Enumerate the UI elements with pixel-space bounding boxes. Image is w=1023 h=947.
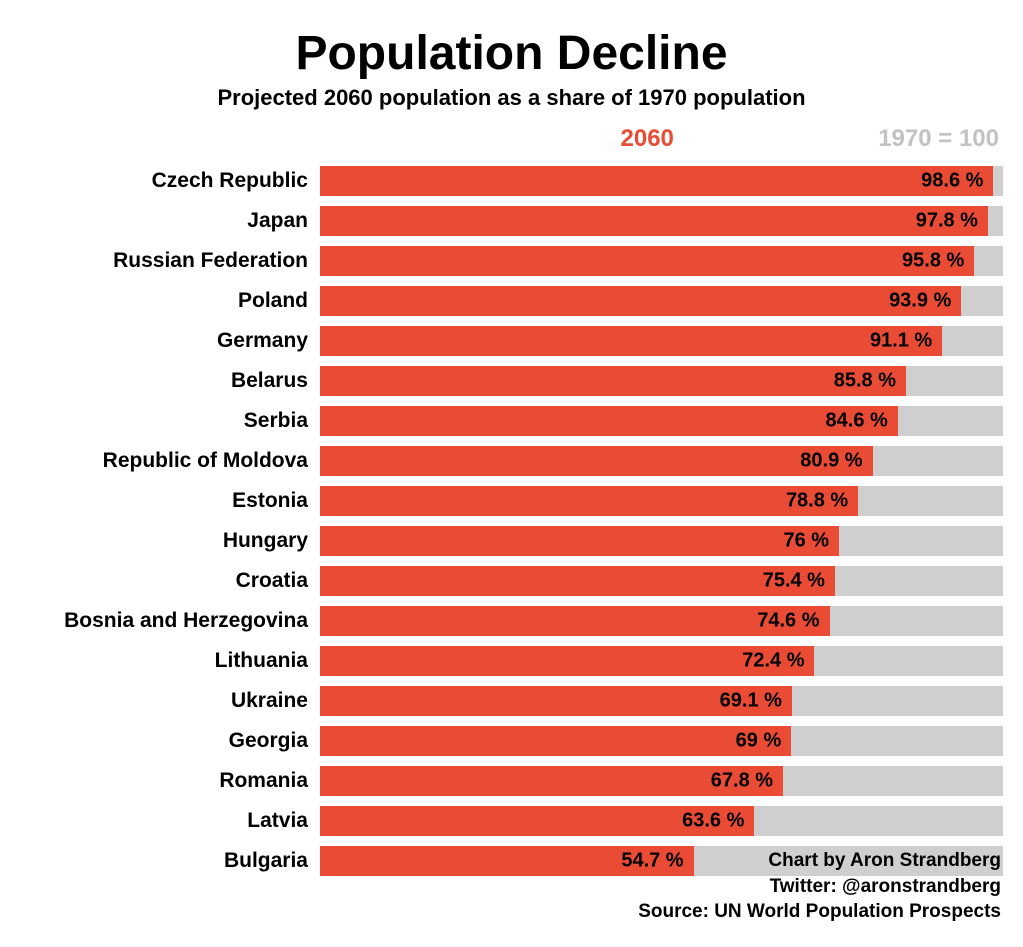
bar-value-label: 74.6 % bbox=[320, 610, 830, 633]
bar-value-label: 69 % bbox=[320, 730, 791, 753]
chart-subtitle: Projected 2060 population as a share of … bbox=[20, 85, 1003, 111]
bar-track: 84.6 % bbox=[320, 406, 1003, 436]
bar-track: 72.4 % bbox=[320, 646, 1003, 676]
bar-value-label: 69.1 % bbox=[320, 690, 792, 713]
row-label: Poland bbox=[20, 289, 320, 313]
bar-value-label: 75.4 % bbox=[320, 570, 835, 593]
bar-track: 74.6 % bbox=[320, 606, 1003, 636]
bar-value-label: 85.8 % bbox=[320, 370, 906, 393]
bar-value-label: 91.1 % bbox=[320, 330, 942, 353]
bar-track: 97.8 % bbox=[320, 206, 1003, 236]
credits-twitter: Twitter: @aronstrandberg bbox=[638, 874, 1001, 900]
bar-track: 69.1 % bbox=[320, 686, 1003, 716]
row-label: Estonia bbox=[20, 489, 320, 513]
bar-value-label: 72.4 % bbox=[320, 650, 814, 673]
row-label: Romania bbox=[20, 769, 320, 793]
legend-background-label: 1970 = 100 bbox=[878, 125, 999, 153]
bar-value-label: 67.8 % bbox=[320, 770, 783, 793]
row-label: Croatia bbox=[20, 569, 320, 593]
chart-row: Latvia63.6 % bbox=[20, 801, 1003, 841]
chart-title: Population Decline bbox=[20, 26, 1003, 81]
chart-row: Republic of Moldova80.9 % bbox=[20, 441, 1003, 481]
bar-track: 78.8 % bbox=[320, 486, 1003, 516]
bar-value-label: 93.9 % bbox=[320, 290, 961, 313]
bar-value-label: 95.8 % bbox=[320, 250, 974, 273]
row-label: Georgia bbox=[20, 729, 320, 753]
legend-row: 2060 1970 = 100 bbox=[20, 125, 1003, 155]
bar-chart: Czech Republic98.6 %Japan97.8 %Russian F… bbox=[20, 161, 1003, 881]
bar-track: 80.9 % bbox=[320, 446, 1003, 476]
credits-block: Chart by Aron Strandberg Twitter: @arons… bbox=[638, 848, 1001, 925]
row-label: Bosnia and Herzegovina bbox=[20, 609, 320, 633]
chart-row: Czech Republic98.6 % bbox=[20, 161, 1003, 201]
bar-track: 85.8 % bbox=[320, 366, 1003, 396]
row-label: Hungary bbox=[20, 529, 320, 553]
row-label: Bulgaria bbox=[20, 849, 320, 873]
chart-row: Georgia69 % bbox=[20, 721, 1003, 761]
bar-track: 98.6 % bbox=[320, 166, 1003, 196]
row-label: Belarus bbox=[20, 369, 320, 393]
chart-row: Serbia84.6 % bbox=[20, 401, 1003, 441]
bar-value-label: 97.8 % bbox=[320, 210, 988, 233]
row-label: Republic of Moldova bbox=[20, 449, 320, 473]
bar-track: 63.6 % bbox=[320, 806, 1003, 836]
chart-row: Ukraine69.1 % bbox=[20, 681, 1003, 721]
chart-container: Population Decline Projected 2060 popula… bbox=[0, 0, 1023, 881]
bar-value-label: 78.8 % bbox=[320, 490, 858, 513]
chart-row: Russian Federation95.8 % bbox=[20, 241, 1003, 281]
bar-value-label: 84.6 % bbox=[320, 410, 898, 433]
row-label: Latvia bbox=[20, 809, 320, 833]
chart-row: Japan97.8 % bbox=[20, 201, 1003, 241]
bar-track: 67.8 % bbox=[320, 766, 1003, 796]
legend-foreground-label: 2060 bbox=[621, 125, 674, 153]
chart-row: Poland93.9 % bbox=[20, 281, 1003, 321]
row-label: Lithuania bbox=[20, 649, 320, 673]
bar-track: 93.9 % bbox=[320, 286, 1003, 316]
bar-value-label: 63.6 % bbox=[320, 810, 754, 833]
bar-track: 95.8 % bbox=[320, 246, 1003, 276]
bar-track: 76 % bbox=[320, 526, 1003, 556]
row-label: Russian Federation bbox=[20, 249, 320, 273]
bar-track: 75.4 % bbox=[320, 566, 1003, 596]
credits-source: Source: UN World Population Prospects bbox=[638, 899, 1001, 925]
bar-value-label: 98.6 % bbox=[320, 170, 993, 193]
chart-row: Estonia78.8 % bbox=[20, 481, 1003, 521]
chart-row: Hungary76 % bbox=[20, 521, 1003, 561]
chart-row: Germany91.1 % bbox=[20, 321, 1003, 361]
row-label: Ukraine bbox=[20, 689, 320, 713]
row-label: Japan bbox=[20, 209, 320, 233]
row-label: Serbia bbox=[20, 409, 320, 433]
bar-value-label: 80.9 % bbox=[320, 450, 873, 473]
row-label: Czech Republic bbox=[20, 169, 320, 193]
chart-row: Bosnia and Herzegovina74.6 % bbox=[20, 601, 1003, 641]
bar-value-label: 76 % bbox=[320, 530, 839, 553]
chart-row: Belarus85.8 % bbox=[20, 361, 1003, 401]
row-label: Germany bbox=[20, 329, 320, 353]
chart-row: Lithuania72.4 % bbox=[20, 641, 1003, 681]
credits-author: Chart by Aron Strandberg bbox=[638, 848, 1001, 874]
bar-track: 91.1 % bbox=[320, 326, 1003, 356]
chart-row: Croatia75.4 % bbox=[20, 561, 1003, 601]
bar-track: 69 % bbox=[320, 726, 1003, 756]
chart-row: Romania67.8 % bbox=[20, 761, 1003, 801]
